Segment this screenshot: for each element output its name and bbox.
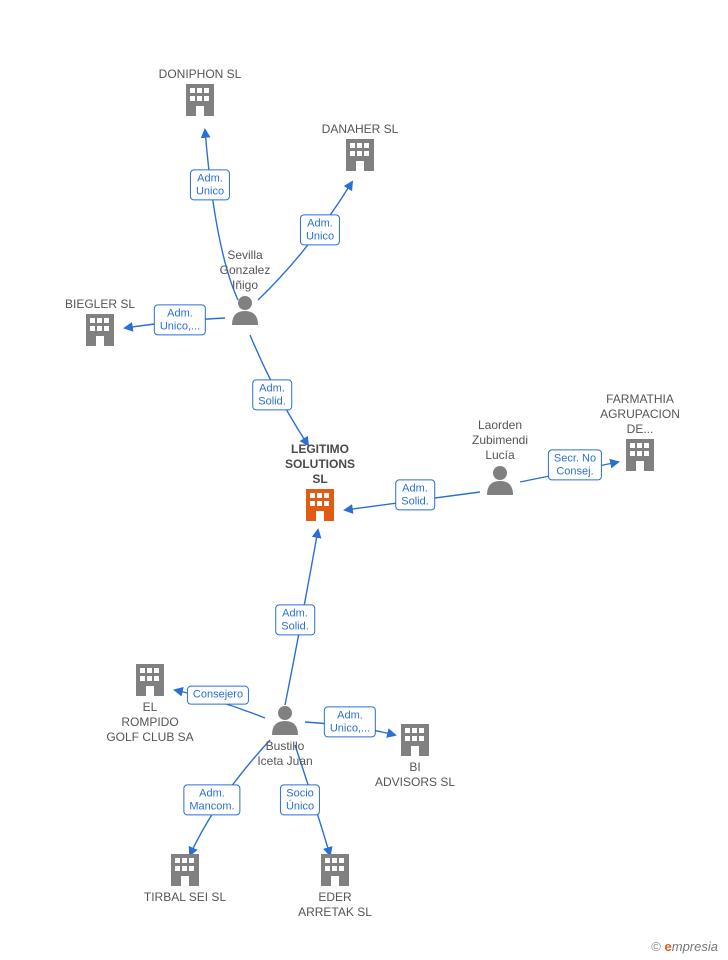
edge-label-sevilla-biegler: Adm. Unico,... (154, 304, 206, 335)
person-icon-bustillo[interactable] (272, 706, 298, 735)
edge-label-bustillo-tirbal: Adm. Mancom. (183, 784, 240, 815)
building-icon-farmathia[interactable] (626, 439, 654, 471)
building-icon-doniphon[interactable] (186, 84, 214, 116)
person-icon-sevilla[interactable] (232, 296, 258, 325)
building-icon-elrompido[interactable] (136, 664, 164, 696)
person-icon-laorden[interactable] (487, 466, 513, 495)
diagram-canvas: DONIPHON SL DANAHER SL BIEGLER SL FARMATHIA… (0, 0, 728, 960)
edge-label-bustillo-legitimo: Adm. Solid. (275, 604, 315, 635)
building-icon-danaher[interactable] (346, 139, 374, 171)
building-icon-biegler[interactable] (86, 314, 114, 346)
node-label-bustillo[interactable]: Bustillo Iceta Juan (215, 739, 355, 769)
node-label-farmathia[interactable]: FARMATHIA AGRUPACION DE... (570, 392, 710, 437)
node-label-doniphon[interactable]: DONIPHON SL (130, 67, 270, 82)
building-icon-biadvisors[interactable] (401, 724, 429, 756)
edge-label-bustillo-eder: Socio Único (280, 784, 320, 815)
edge-label-laorden-legitimo: Adm. Solid. (395, 479, 435, 510)
node-label-biadvisors[interactable]: BI ADVISORS SL (345, 760, 485, 790)
building-icon-legitimo[interactable] (306, 489, 334, 521)
node-label-eder[interactable]: EDER ARRETAK SL (265, 890, 405, 920)
brand-logo: empresia (665, 939, 718, 954)
edge-label-bustillo-biadvisors: Adm. Unico,... (324, 706, 376, 737)
edge-label-sevilla-danaher: Adm. Unico (300, 214, 340, 245)
building-icon-eder[interactable] (321, 854, 349, 886)
footer-credit: © empresia (651, 939, 718, 954)
node-label-danaher[interactable]: DANAHER SL (290, 122, 430, 137)
node-label-biegler[interactable]: BIEGLER SL (30, 297, 170, 312)
edge-label-laorden-farmathia: Secr. No Consej. (548, 449, 602, 480)
edge-label-sevilla-doniphon: Adm. Unico (190, 169, 230, 200)
copyright-symbol: © (651, 939, 661, 954)
node-label-elrompido[interactable]: EL ROMPIDO GOLF CLUB SA (80, 700, 220, 745)
edge-label-sevilla-legitimo: Adm. Solid. (252, 379, 292, 410)
node-label-sevilla[interactable]: Sevilla Gonzalez Iñigo (175, 248, 315, 293)
building-icon-tirbal[interactable] (171, 854, 199, 886)
edge-label-bustillo-elrompido: Consejero (187, 686, 249, 705)
node-label-legitimo[interactable]: LEGITIMO SOLUTIONS SL (250, 442, 390, 487)
node-label-tirbal[interactable]: TIRBAL SEI SL (115, 890, 255, 905)
